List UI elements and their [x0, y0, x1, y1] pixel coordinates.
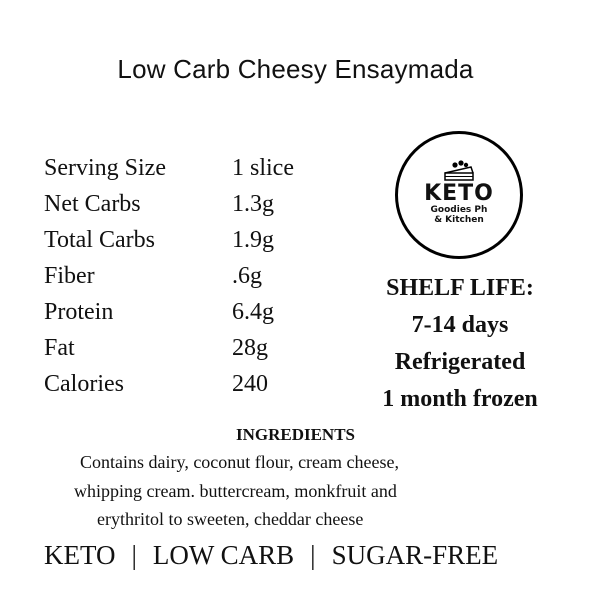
nutrition-label: Calories — [44, 371, 124, 397]
brand-logo: KETO Goodies Ph & Kitchen — [395, 131, 523, 259]
nutrition-row-protein: Protein 6.4g — [44, 294, 352, 330]
diet-tags: KETO | LOW CARB | SUGAR-FREE — [44, 540, 498, 571]
nutrition-label: Total Carbs — [44, 227, 155, 253]
nutrition-label: Serving Size — [44, 155, 166, 181]
shelf-life-block: SHELF LIFE: 7-14 days Refrigerated 1 mon… — [350, 270, 570, 418]
nutrition-row-serving-size: Serving Size 1 slice — [44, 150, 352, 186]
nutrition-value: 1.9g — [232, 227, 274, 253]
shelf-life-heading: SHELF LIFE: — [386, 275, 534, 301]
nutrition-label: Net Carbs — [44, 191, 141, 217]
ingredients-heading: INGREDIENTS — [235, 425, 356, 444]
nutrition-row-calories: Calories 240 — [44, 366, 352, 402]
shelf-life-frozen: 1 month frozen — [382, 386, 538, 412]
nutrition-row-net-carbs: Net Carbs 1.3g — [44, 186, 352, 222]
ingredients-line: whipping cream. buttercream, monkfruit a… — [74, 481, 397, 501]
nutrition-label: Protein — [44, 299, 114, 325]
logo-brand: KETO — [424, 181, 494, 206]
nutrition-value: 28g — [232, 335, 268, 361]
nutrition-value: 1 slice — [232, 155, 294, 181]
tag-separator: | — [310, 540, 316, 570]
nutrition-value: 6.4g — [232, 299, 274, 325]
nutrition-row-fat: Fat 28g — [44, 330, 352, 366]
nutrition-label: Fat — [44, 335, 75, 361]
nutrition-value: 240 — [232, 371, 268, 397]
tag-sugar-free: SUGAR-FREE — [331, 540, 499, 570]
tag-separator: | — [131, 540, 137, 570]
nutrition-value: .6g — [232, 263, 262, 289]
product-title: Low Carb Cheesy Ensaymada — [117, 54, 474, 84]
tag-keto: KETO — [44, 540, 116, 570]
nutrition-label: Fiber — [44, 263, 95, 289]
logo-line-2: & Kitchen — [434, 215, 484, 225]
nutrition-value: 1.3g — [232, 191, 274, 217]
tag-low-carb: LOW CARB — [152, 540, 295, 570]
ingredients-line: erythritol to sweeten, cheddar cheese — [97, 509, 364, 529]
shelf-life-storage: Refrigerated — [394, 349, 526, 375]
shelf-life-days: 7-14 days — [411, 312, 509, 338]
logo-line-1: Goodies Ph — [430, 205, 488, 215]
nutrition-row-fiber: Fiber .6g — [44, 258, 352, 294]
ingredients-line: Contains dairy, coconut flour, cream che… — [80, 452, 399, 472]
nutrition-table: Serving Size 1 slice Net Carbs 1.3g Tota… — [44, 150, 352, 402]
cake-icon — [444, 160, 474, 181]
nutrition-row-total-carbs: Total Carbs 1.9g — [44, 222, 352, 258]
